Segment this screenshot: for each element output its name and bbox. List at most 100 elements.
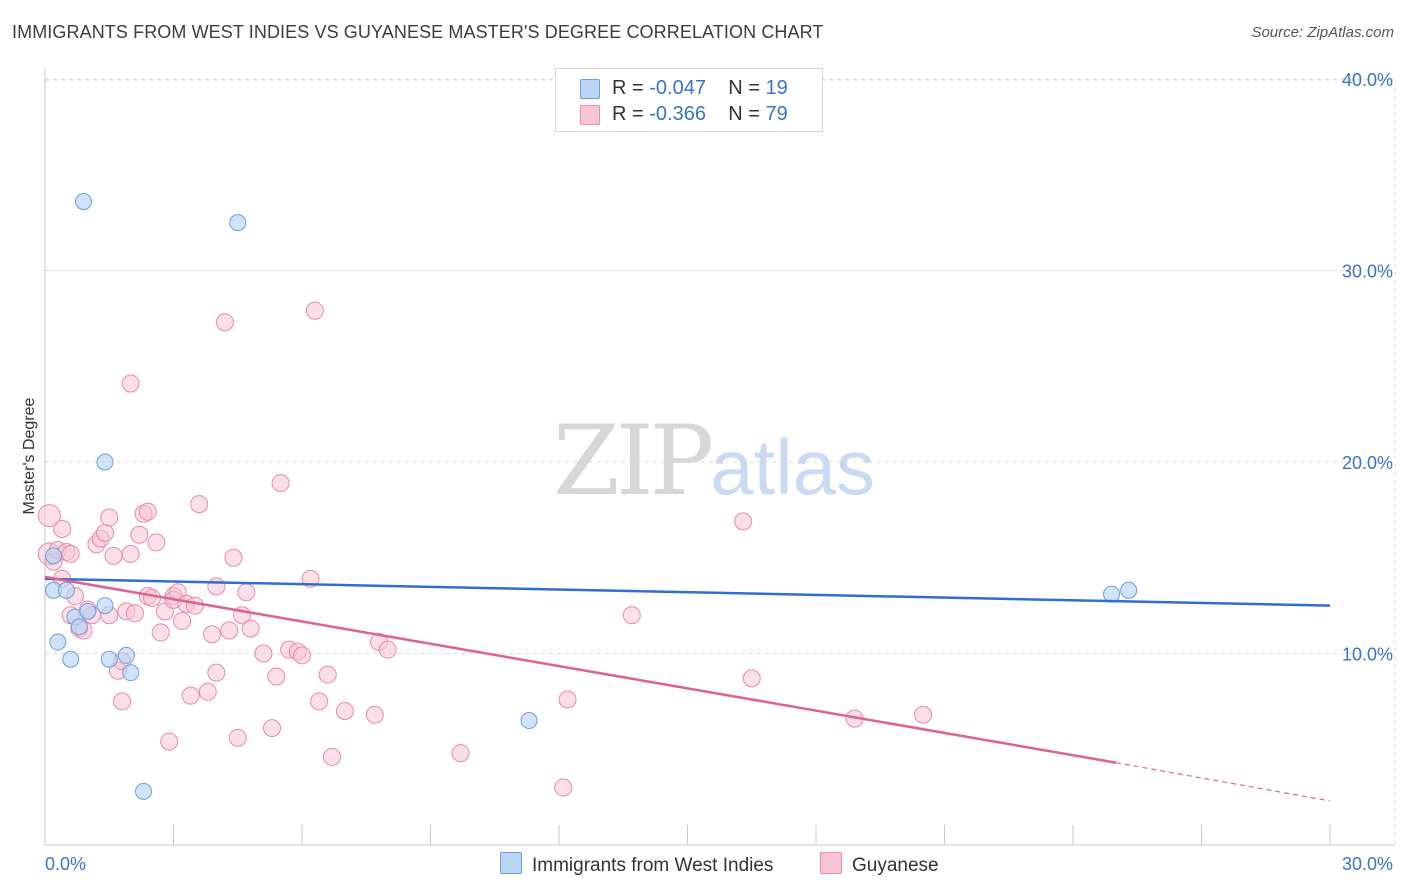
watermark-zip: ZIP: [553, 405, 714, 517]
bottom-legend-west-indies: Immigrants from West Indies: [500, 852, 773, 877]
watermark: ZIPatlas: [553, 405, 875, 517]
guyanese-point: [143, 588, 162, 607]
guyanese-point: [378, 640, 397, 659]
source-credit: Source: ZipAtlas.com: [1251, 24, 1394, 41]
n-label: N =: [728, 77, 760, 99]
grid-layer: [45, 78, 1396, 845]
west-indies-point: [117, 646, 135, 664]
points-layer: [37, 193, 1138, 800]
tick-label-layer: 10.0% 20.0% 30.0% 40.0% 0.0% 30.0%: [45, 70, 1393, 874]
guyanese-point: [100, 508, 119, 527]
guyanese-trend-extension: [1115, 762, 1331, 802]
y-tick-label: 30.0%: [1342, 262, 1393, 282]
guyanese-point: [237, 583, 256, 602]
west-indies-point: [100, 650, 118, 668]
bottom-legend-label: Immigrants from West Indies: [532, 855, 774, 876]
x-tick-label: 0.0%: [45, 854, 86, 874]
guyanese-point: [207, 577, 226, 596]
guyanese-point: [113, 692, 132, 711]
guyanese-point: [267, 667, 286, 686]
watermark-atlas: atlas: [710, 423, 875, 511]
guyanese-point: [220, 621, 239, 640]
guyanese-point: [181, 686, 200, 705]
n-label: N =: [728, 103, 760, 125]
west-indies-point: [49, 633, 67, 651]
r-label: R =: [612, 77, 644, 99]
guyanese-point: [224, 548, 243, 567]
r-value: -0.047: [649, 77, 706, 99]
west-indies-point: [79, 602, 97, 620]
guyanese-point: [241, 619, 260, 638]
bottom-legend-swatch-blue: [500, 852, 522, 874]
guyanese-point: [203, 625, 222, 644]
guyanese-point: [228, 728, 247, 747]
trend-layer: [44, 575, 1331, 802]
west-indies-point: [520, 712, 538, 730]
legend-text: R = -0.047 N = 19: [612, 77, 788, 100]
bottom-legend-label: Guyanese: [852, 855, 939, 876]
legend-swatch-pink: [580, 105, 600, 125]
guyanese-point: [914, 705, 933, 724]
axis-layer: [44, 68, 1395, 846]
legend-swatch-blue: [580, 79, 600, 99]
x-tick-label: 30.0%: [1342, 854, 1393, 874]
y-tick-label: 10.0%: [1342, 645, 1393, 665]
guyanese-point: [271, 474, 290, 493]
guyanese-point: [160, 732, 179, 751]
guyanese-point: [310, 692, 329, 711]
guyanese-point: [215, 313, 234, 332]
guyanese-point: [53, 520, 72, 539]
guyanese-point: [190, 495, 209, 514]
guyanese-point: [37, 504, 61, 528]
guyanese-point: [254, 644, 273, 663]
west-indies-point: [96, 597, 114, 615]
y-tick-label: 20.0%: [1342, 453, 1393, 473]
guyanese-point: [305, 301, 324, 320]
guyanese-point: [554, 778, 573, 797]
guyanese-point: [95, 523, 114, 542]
guyanese-point: [451, 744, 470, 763]
guyanese-point: [734, 512, 753, 531]
guyanese-point: [173, 611, 192, 630]
guyanese-point: [558, 690, 577, 709]
n-value: 19: [765, 77, 788, 99]
west-indies-point: [1120, 581, 1138, 599]
guyanese-point: [130, 525, 149, 544]
guyanese-point: [104, 546, 123, 565]
r-label: R =: [612, 103, 644, 125]
guyanese-point: [263, 719, 282, 738]
guyanese-point: [121, 544, 140, 563]
guyanese-point: [125, 604, 144, 623]
west-indies-point: [229, 214, 247, 232]
guyanese-point: [365, 705, 384, 724]
y-tick-label: 40.0%: [1342, 70, 1393, 90]
guyanese-point: [622, 606, 641, 625]
guyanese-point: [151, 623, 170, 642]
west-indies-point: [45, 547, 63, 565]
bottom-legend-guyanese: Guyanese: [820, 852, 939, 877]
guyanese-point: [742, 669, 761, 688]
west-indies-point: [96, 453, 114, 471]
west-indies-point: [135, 782, 153, 800]
bottom-legend-swatch-pink: [820, 852, 842, 874]
guyanese-point: [61, 544, 80, 563]
legend-text: R = -0.366 N = 79: [612, 103, 788, 126]
west-indies-point: [70, 618, 88, 636]
guyanese-trend-line: [44, 575, 1117, 764]
chart-title: IMMIGRANTS FROM WEST INDIES VS GUYANESE …: [12, 22, 824, 42]
guyanese-point: [198, 682, 217, 701]
n-value: 79: [765, 103, 788, 125]
west-indies-point: [122, 664, 140, 682]
guyanese-point: [147, 533, 166, 552]
west-indies-point: [57, 581, 75, 599]
west-indies-point: [62, 650, 80, 668]
guyanese-point: [293, 646, 311, 665]
guyanese-point: [322, 747, 341, 766]
guyanese-point: [318, 665, 337, 684]
west-indies-point: [75, 193, 93, 211]
guyanese-point: [207, 663, 226, 682]
guyanese-point: [185, 596, 204, 615]
correlation-legend: R = -0.047 N = 19 R = -0.366 N = 79: [555, 68, 823, 132]
west-indies-trend-line: [44, 577, 1331, 607]
